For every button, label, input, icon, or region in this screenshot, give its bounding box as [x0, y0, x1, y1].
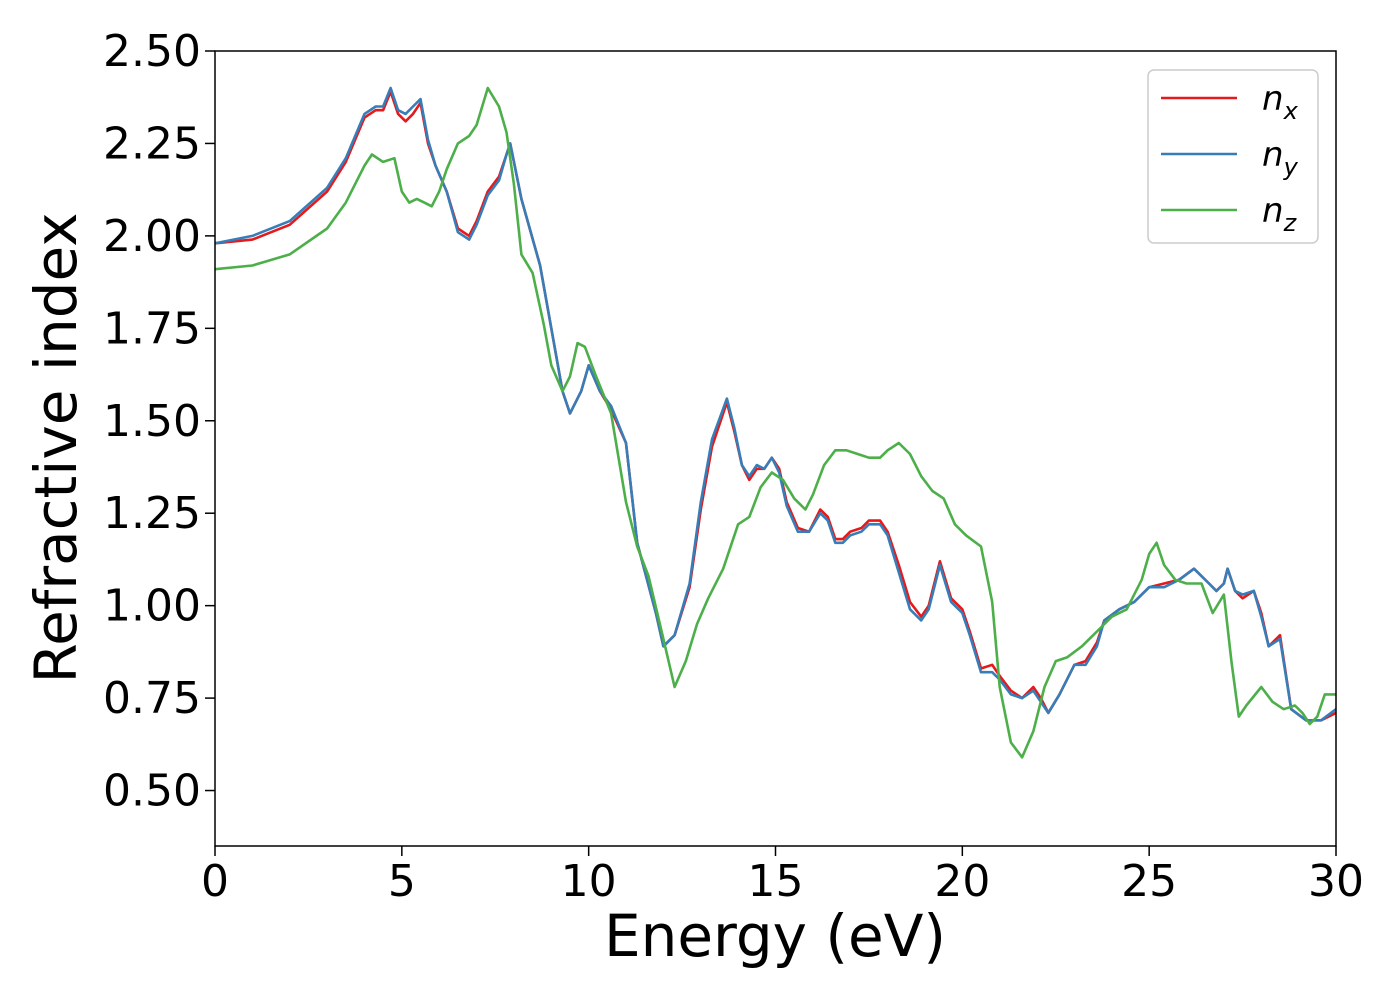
x-tick-label: 10 — [561, 856, 617, 907]
legend-label-nz: nz — [1262, 191, 1298, 237]
y-axis-label: Refractive index — [22, 212, 90, 683]
y-tick-label: 1.00 — [103, 581, 201, 632]
y-tick-label: 2.50 — [103, 26, 201, 77]
legend-label-nx: nx — [1262, 79, 1299, 125]
x-tick-label: 25 — [1121, 856, 1177, 907]
x-tick-label: 15 — [748, 856, 804, 907]
y-tick-label: 0.50 — [103, 766, 201, 817]
legend: nx ny nz — [1147, 69, 1319, 244]
legend-box — [1147, 69, 1319, 244]
series-line-ny — [215, 86, 1336, 722]
series-layer — [215, 86, 1336, 759]
x-tick-label: 20 — [934, 856, 990, 907]
x-tick-label: 5 — [388, 856, 416, 907]
y-tick-label: 2.25 — [103, 118, 201, 169]
y-tick-label: 1.50 — [103, 396, 201, 447]
series-line-nz — [215, 86, 1336, 759]
legend-items: nx ny nz — [1161, 79, 1299, 237]
y-axis-ticks: 0.50 0.75 1.00 1.25 1.50 1.75 2.00 2.25 2.50 — [103, 26, 215, 817]
x-axis-ticks: 0 5 10 15 20 25 30 — [201, 846, 1364, 907]
x-axis-label: Energy (eV) — [604, 902, 946, 970]
x-tick-label: 30 — [1308, 856, 1364, 907]
legend-label-ny: ny — [1262, 135, 1299, 181]
y-tick-label: 2.00 — [103, 211, 201, 262]
x-tick-label: 0 — [201, 856, 229, 907]
y-tick-label: 1.25 — [103, 488, 201, 539]
y-tick-label: 1.75 — [103, 303, 201, 354]
y-tick-label: 0.75 — [103, 673, 201, 724]
